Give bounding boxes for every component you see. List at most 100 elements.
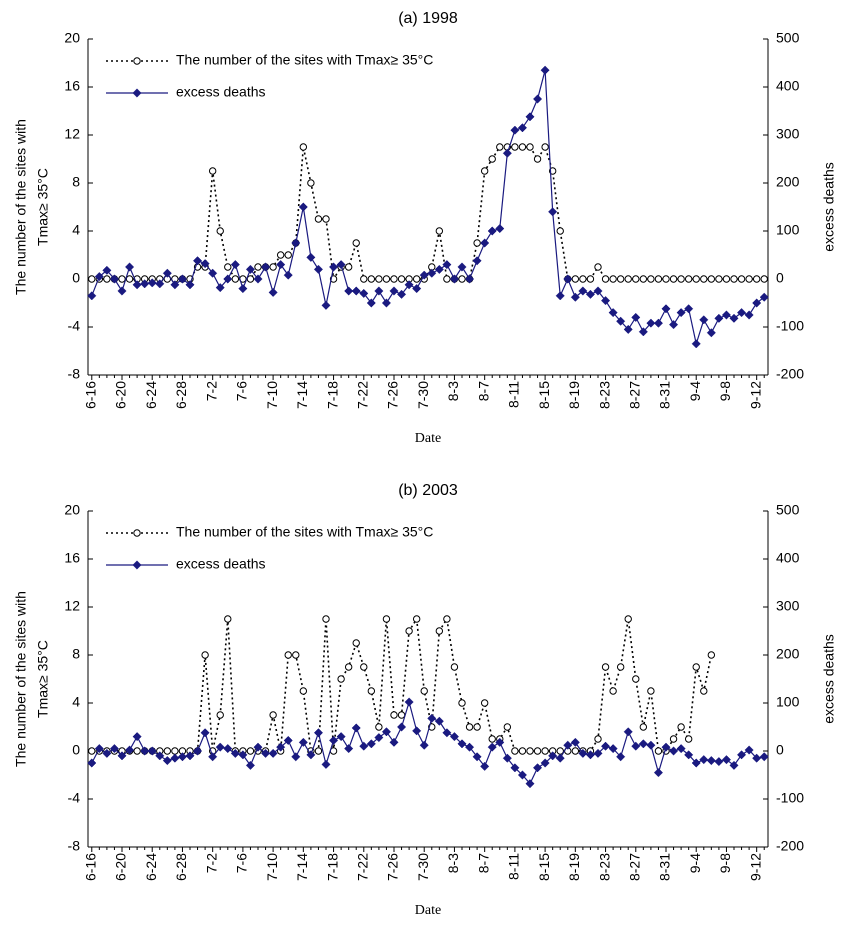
point-marker bbox=[639, 723, 648, 731]
point-marker bbox=[412, 726, 422, 736]
y2-tick-label: 100 bbox=[776, 694, 800, 710]
point-marker bbox=[715, 275, 723, 283]
point-marker bbox=[653, 318, 663, 328]
chart-title: (b) 2003 bbox=[398, 482, 458, 499]
point-marker bbox=[737, 308, 747, 318]
y2-tick-label: 100 bbox=[776, 222, 800, 238]
point-marker bbox=[661, 742, 671, 752]
point-marker bbox=[631, 741, 641, 751]
point-marker bbox=[230, 748, 240, 758]
point-marker bbox=[238, 284, 248, 294]
point-marker bbox=[314, 747, 323, 755]
point-marker bbox=[268, 748, 278, 758]
point-marker bbox=[200, 259, 210, 269]
point-marker bbox=[306, 750, 316, 760]
x-tick-label: 6-16 bbox=[82, 381, 98, 409]
point-marker bbox=[472, 752, 482, 762]
point-marker bbox=[336, 260, 346, 270]
point-marker bbox=[601, 663, 610, 671]
point-marker bbox=[480, 761, 490, 771]
point-marker bbox=[700, 275, 708, 283]
point-marker bbox=[397, 289, 407, 299]
chart-panel: (b) 2003 -8 -4 0 4 8 12 16 20 -200 -100 0 100 200 300 4… bbox=[13, 482, 837, 918]
y2-tick-label: -200 bbox=[776, 838, 804, 854]
point-marker bbox=[555, 291, 565, 301]
point-marker bbox=[639, 275, 648, 283]
point-marker bbox=[541, 747, 549, 755]
point-marker bbox=[518, 747, 527, 755]
point-marker bbox=[276, 251, 285, 259]
point-marker bbox=[677, 275, 685, 283]
point-marker bbox=[404, 697, 414, 707]
point-marker bbox=[314, 215, 323, 223]
point-marker bbox=[132, 88, 142, 98]
point-marker bbox=[744, 745, 754, 755]
point-marker bbox=[253, 742, 263, 752]
point-marker bbox=[714, 757, 724, 767]
y-tick-label: 0 bbox=[72, 270, 80, 286]
x-tick-label: 8-7 bbox=[475, 853, 491, 873]
point-marker bbox=[306, 252, 316, 262]
point-marker bbox=[442, 260, 452, 270]
legend-label: The number of the sites with Tmax≥ 35°C bbox=[176, 52, 433, 68]
y2-axis-label: excess deaths bbox=[821, 634, 837, 724]
point-marker bbox=[359, 741, 369, 751]
point-marker bbox=[654, 275, 663, 283]
legend-label: excess deaths bbox=[176, 556, 266, 572]
point-marker bbox=[283, 735, 293, 745]
point-marker bbox=[563, 740, 573, 750]
point-marker bbox=[579, 275, 587, 283]
point-marker bbox=[162, 268, 172, 278]
x-tick-label: 8-27 bbox=[626, 381, 642, 409]
y2-tick-label: -200 bbox=[776, 366, 804, 382]
point-marker bbox=[170, 753, 180, 763]
point-marker bbox=[375, 723, 383, 731]
point-marker bbox=[389, 286, 399, 296]
x-tick-label: 7-26 bbox=[385, 853, 401, 881]
point-marker bbox=[594, 735, 602, 743]
point-marker bbox=[518, 143, 527, 151]
point-marker bbox=[526, 143, 534, 151]
point-marker bbox=[103, 275, 111, 283]
point-marker bbox=[570, 292, 580, 302]
point-marker bbox=[647, 687, 655, 695]
point-marker bbox=[246, 747, 255, 755]
point-marker bbox=[375, 275, 383, 283]
point-marker bbox=[472, 256, 482, 266]
point-marker bbox=[313, 728, 323, 738]
point-marker bbox=[224, 615, 232, 623]
point-marker bbox=[556, 227, 564, 235]
point-marker bbox=[691, 339, 701, 349]
point-marker bbox=[381, 727, 391, 737]
point-marker bbox=[87, 291, 97, 301]
x-tick-label: 6-20 bbox=[113, 381, 129, 409]
x-tick-label: 7-6 bbox=[234, 381, 250, 401]
point-marker bbox=[427, 713, 437, 723]
x-tick-label: 7-30 bbox=[415, 853, 431, 881]
point-marker bbox=[593, 286, 603, 296]
x-tick-label: 8-31 bbox=[657, 381, 673, 409]
point-marker bbox=[216, 711, 224, 719]
point-marker bbox=[292, 651, 300, 659]
point-marker bbox=[737, 750, 747, 760]
point-marker bbox=[502, 753, 512, 763]
point-marker bbox=[344, 663, 353, 671]
point-marker bbox=[419, 740, 429, 750]
x-tick-label: 8-11 bbox=[506, 381, 522, 408]
point-marker bbox=[759, 292, 769, 302]
point-marker bbox=[510, 125, 520, 135]
point-marker bbox=[193, 746, 203, 756]
point-marker bbox=[366, 739, 376, 749]
point-marker bbox=[450, 663, 459, 671]
point-marker bbox=[443, 275, 451, 283]
point-marker bbox=[298, 202, 308, 212]
point-marker bbox=[329, 262, 339, 272]
y-tick-label: -4 bbox=[68, 790, 81, 806]
point-marker bbox=[632, 675, 640, 683]
point-marker bbox=[594, 263, 602, 271]
point-marker bbox=[276, 742, 286, 752]
y2-tick-label: -100 bbox=[776, 318, 804, 334]
point-marker bbox=[284, 251, 292, 259]
y-axis-label: The number of the sites with bbox=[13, 119, 29, 295]
point-marker bbox=[245, 760, 255, 770]
